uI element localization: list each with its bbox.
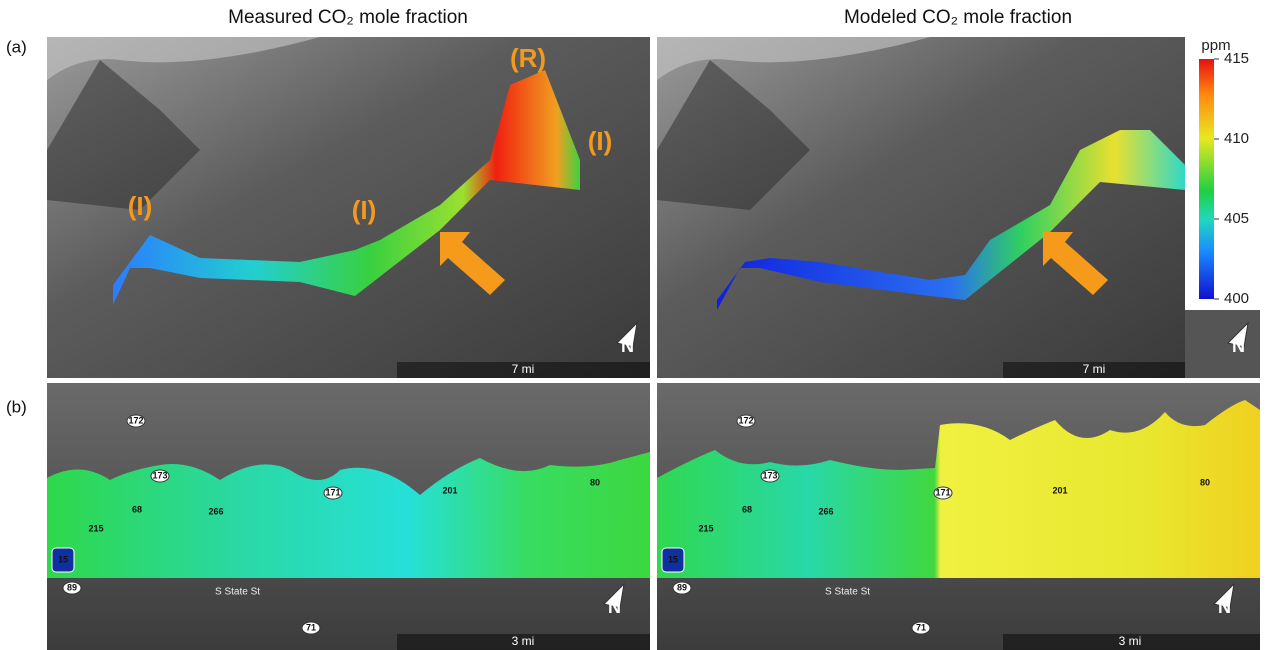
panel-label: (a): [6, 37, 27, 56]
road-label: 68: [742, 504, 752, 514]
road-label: 215: [698, 523, 713, 533]
panel-title: Modeled CO₂ mole fraction: [844, 7, 1072, 28]
curtain-b-measured: [47, 452, 650, 578]
colorbar-tick-label: 400: [1224, 290, 1249, 307]
annotation: (I): [352, 195, 377, 225]
panel-title: Measured CO₂ mole fraction: [228, 7, 468, 28]
colorbar: [1199, 59, 1214, 299]
road-label: 89: [67, 582, 77, 592]
road-label: 266: [208, 506, 223, 516]
map-a-modeled-edge: [1185, 310, 1260, 378]
north-label: N: [1218, 597, 1231, 617]
road-label: 173: [762, 470, 777, 480]
road-label: 15: [668, 554, 678, 564]
road-label: 215: [88, 523, 103, 533]
scale-bar-label: 3 mi: [1119, 634, 1142, 648]
road-label: 266: [818, 506, 833, 516]
scale-bar-label: 7 mi: [512, 362, 535, 376]
panels: [47, 37, 1268, 650]
annotation: (I): [128, 191, 153, 221]
colorbar-tick-label: 415: [1224, 50, 1249, 67]
scale-bar-label: 7 mi: [1083, 362, 1106, 376]
road-label: 89: [677, 582, 687, 592]
street-label: S State St: [215, 587, 260, 598]
north-label: N: [1232, 336, 1245, 356]
colorbar-tick-label: 405: [1224, 210, 1249, 227]
road-label: 201: [1052, 485, 1067, 495]
road-label: 80: [1200, 477, 1210, 487]
annotation: (R): [510, 43, 546, 73]
north-label: N: [608, 597, 621, 617]
scale-bar-label: 3 mi: [512, 634, 535, 648]
figure: Measured CO₂ mole fraction Modeled CO₂ mo…: [0, 0, 1268, 650]
road-label: 15: [58, 554, 68, 564]
road-label: 201: [442, 485, 457, 495]
road-label: 172: [128, 415, 143, 425]
road-label: 171: [935, 487, 950, 497]
road-label: 68: [132, 504, 142, 514]
road-label: 71: [916, 622, 926, 632]
road-label: 71: [306, 622, 316, 632]
street-label: S State St: [825, 587, 870, 598]
annotation: (I): [588, 126, 613, 156]
road-label: 171: [325, 487, 340, 497]
road-label: 80: [590, 477, 600, 487]
road-label: 173: [152, 470, 167, 480]
road-label: 172: [738, 415, 753, 425]
panel-label: (b): [6, 397, 27, 416]
north-label: N: [621, 336, 634, 356]
colorbar-tick-label: 410: [1224, 130, 1249, 147]
